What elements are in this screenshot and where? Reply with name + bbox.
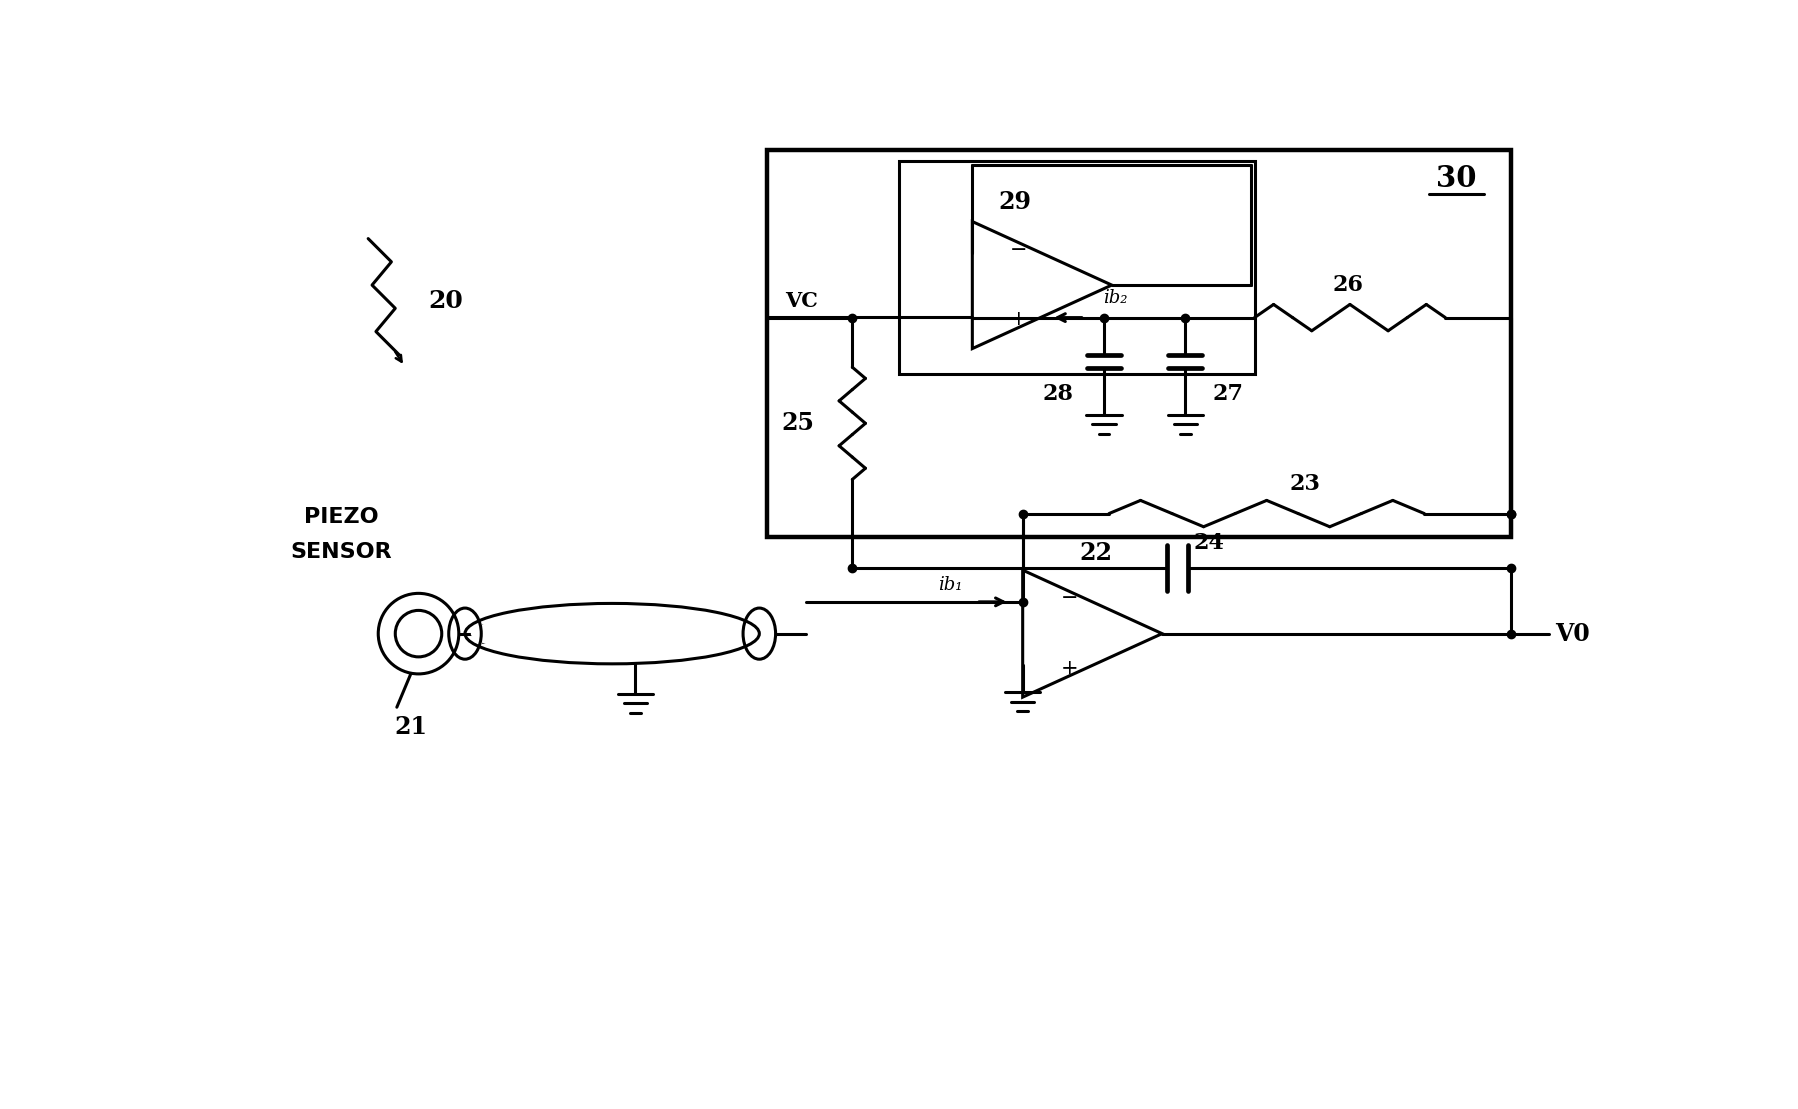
Text: 21: 21 — [394, 714, 428, 739]
Bar — [899, 161, 1255, 374]
Text: 27: 27 — [1212, 383, 1242, 405]
Text: 29: 29 — [998, 191, 1030, 214]
Text: −: − — [1009, 241, 1027, 260]
Text: ib₂: ib₂ — [1102, 289, 1127, 307]
Text: 24: 24 — [1192, 532, 1223, 554]
Text: ib₁: ib₁ — [939, 576, 962, 593]
Text: −: − — [1059, 589, 1077, 608]
Ellipse shape — [471, 610, 753, 657]
Text: +: + — [1009, 311, 1027, 329]
Text: SENSOR: SENSOR — [289, 542, 392, 562]
Text: 25: 25 — [780, 411, 814, 436]
Text: PIEZO: PIEZO — [304, 508, 378, 528]
Text: 20: 20 — [428, 288, 462, 313]
Text: +: + — [1059, 659, 1077, 678]
Text: 23: 23 — [1289, 474, 1320, 495]
Text: 28: 28 — [1041, 383, 1072, 405]
Text: V0: V0 — [1555, 622, 1589, 645]
Text: 30: 30 — [1435, 164, 1476, 193]
Bar — [766, 150, 1510, 537]
Text: 26: 26 — [1332, 274, 1363, 296]
Text: VC: VC — [786, 292, 818, 312]
Bar — [482, 624, 496, 643]
Text: 22: 22 — [1079, 541, 1113, 566]
